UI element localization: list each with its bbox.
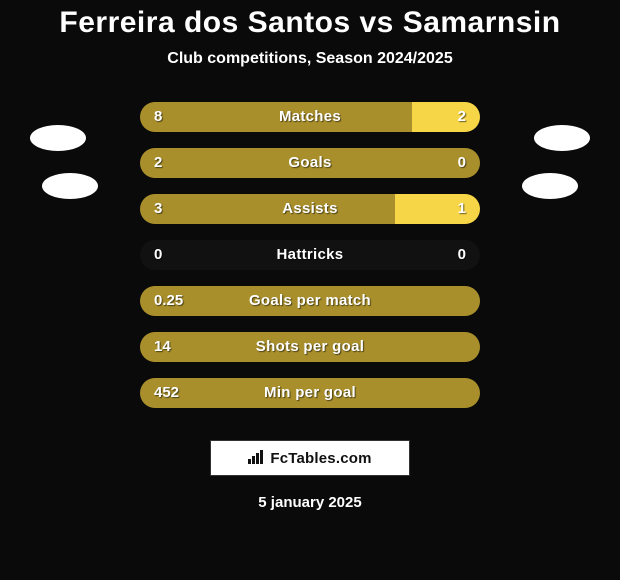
stat-label: Assists (140, 194, 480, 224)
stat-row: 00Hattricks (140, 240, 480, 270)
player-right-club-avatar (522, 173, 578, 199)
player-left-club-avatar (42, 173, 98, 199)
stat-row: 14Shots per goal (140, 332, 480, 362)
stat-label: Goals per match (140, 286, 480, 316)
stats-list: 82Matches 20Goals 31Assists 00Hattricks 0.25… (0, 102, 620, 408)
player-left-avatar (30, 125, 86, 151)
comparison-card: Ferreira dos Santos vs Samarnsin Club co… (0, 0, 620, 580)
brand-text: FcTables.com (270, 450, 371, 467)
brand-badge[interactable]: FcTables.com (210, 440, 410, 476)
stat-row: 31Assists (140, 194, 480, 224)
stat-row: 82Matches (140, 102, 480, 132)
stat-label: Min per goal (140, 378, 480, 408)
stat-label: Shots per goal (140, 332, 480, 362)
stat-label: Goals (140, 148, 480, 178)
stat-label: Hattricks (140, 240, 480, 270)
stat-row: 0.25Goals per match (140, 286, 480, 316)
stat-row: 452Min per goal (140, 378, 480, 408)
chart-icon (248, 450, 264, 467)
page-title: Ferreira dos Santos vs Samarnsin (0, 6, 620, 40)
stat-row: 20Goals (140, 148, 480, 178)
page-subtitle: Club competitions, Season 2024/2025 (0, 50, 620, 68)
player-right-avatar (534, 125, 590, 151)
footer-date: 5 january 2025 (0, 494, 620, 511)
stat-label: Matches (140, 102, 480, 132)
